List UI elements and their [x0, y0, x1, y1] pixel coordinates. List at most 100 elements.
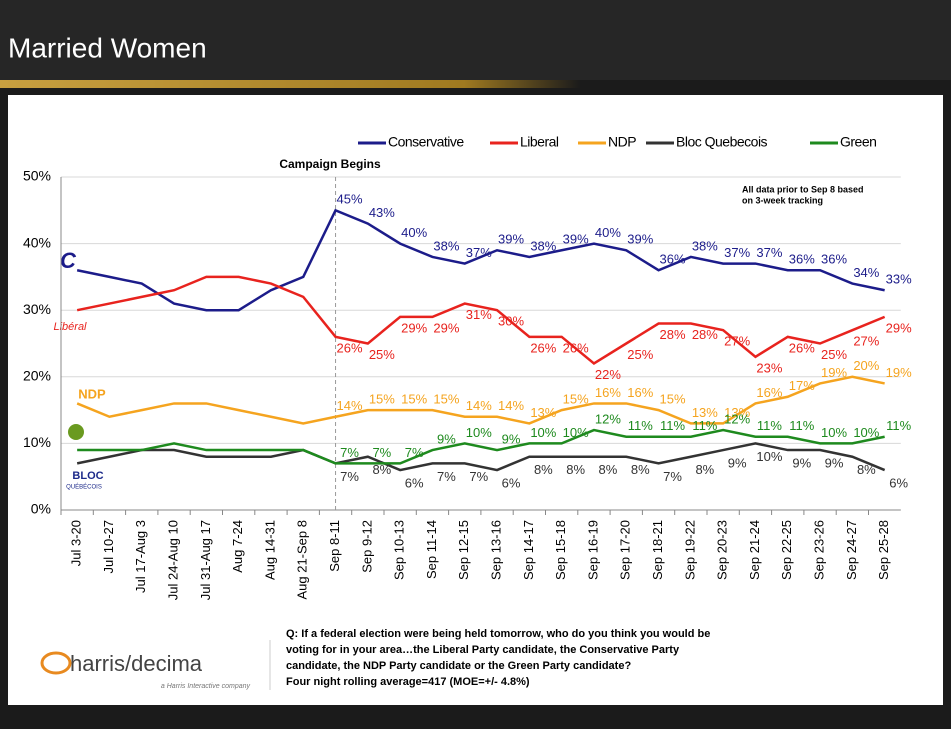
data-label: 8%	[599, 462, 618, 477]
data-label: 38%	[433, 238, 459, 253]
data-label: 11%	[789, 418, 814, 433]
data-label: 13%	[724, 405, 750, 420]
y-tick-label: 0%	[31, 501, 51, 517]
data-label: 11%	[886, 418, 911, 433]
data-label: 26%	[789, 340, 815, 355]
data-label: 39%	[498, 232, 524, 247]
data-label: 9%	[502, 431, 521, 446]
data-label: 30%	[498, 314, 524, 329]
data-label: 29%	[886, 320, 912, 335]
legend-label: Bloc Quebecois	[676, 134, 768, 150]
y-tick-label: 50%	[23, 168, 51, 184]
data-label: 11%	[660, 418, 685, 433]
legend-label: Conservative	[388, 134, 464, 150]
annotation: All data prior to Sep 8 based	[742, 184, 864, 194]
data-label: 26%	[337, 340, 363, 355]
data-label: 15%	[563, 392, 589, 407]
data-label: 28%	[660, 327, 686, 342]
data-label: 6%	[889, 475, 908, 490]
data-label: 14%	[337, 398, 363, 413]
data-label: 22%	[595, 367, 621, 382]
data-label: 16%	[627, 385, 653, 400]
data-label: 9%	[792, 455, 811, 470]
legend-label: Liberal	[520, 134, 559, 150]
data-label: 11%	[628, 418, 653, 433]
party-logo	[68, 424, 84, 440]
data-label: 8%	[631, 462, 650, 477]
data-label: 6%	[405, 475, 424, 490]
x-tick-label: Sep 23-26	[811, 520, 826, 580]
data-label: 13%	[692, 405, 718, 420]
x-tick-label: Sep 19-22	[682, 520, 697, 580]
x-tick-label: Sep 18-21	[650, 520, 665, 580]
data-label: 15%	[401, 392, 427, 407]
data-label: 25%	[627, 347, 653, 362]
data-label: 9%	[437, 431, 456, 446]
data-label: 7%	[469, 469, 488, 484]
logo-mark	[40, 651, 72, 675]
party-logo: C	[60, 248, 77, 273]
data-label: 7%	[405, 445, 424, 460]
data-label: 16%	[756, 385, 782, 400]
x-tick-label: Sep 14-17	[521, 520, 536, 580]
data-label: 8%	[534, 462, 553, 477]
data-label: 37%	[466, 245, 492, 260]
question: Q: If a federal election were being held…	[286, 628, 710, 640]
data-label: 39%	[627, 232, 653, 247]
data-label: 15%	[369, 392, 395, 407]
x-tick-label: Jul 17-Aug 3	[133, 520, 148, 593]
data-label: 10%	[530, 425, 556, 440]
data-label: 37%	[724, 245, 750, 260]
x-tick-label: Sep 9-12	[359, 520, 374, 573]
data-label: 27%	[853, 334, 879, 349]
x-tick-label: Aug 21-Sep 8	[295, 520, 310, 600]
data-label: 26%	[530, 340, 556, 355]
data-label: 43%	[369, 205, 395, 220]
data-label: 17%	[789, 378, 815, 393]
x-tick-label: Sep 20-23	[715, 520, 730, 580]
data-label: 38%	[530, 238, 556, 253]
data-label: 13%	[530, 405, 556, 420]
x-tick-label: Sep 8-11	[327, 520, 342, 572]
data-label: 16%	[595, 385, 621, 400]
data-label: 27%	[724, 334, 750, 349]
data-label: 6%	[502, 475, 521, 490]
data-label: 36%	[821, 252, 847, 267]
data-label: 19%	[821, 365, 847, 380]
data-label: 7%	[372, 445, 391, 460]
slide-title: Married Women	[8, 32, 207, 63]
data-label: 10%	[853, 425, 879, 440]
party-logo: QUÉBÉCOIS	[66, 484, 102, 491]
x-tick-label: Sep 16-19	[585, 520, 600, 580]
data-label: 40%	[595, 225, 621, 240]
data-label: 36%	[660, 252, 686, 267]
data-label: 11%	[692, 418, 717, 433]
party-logo: Libéral	[53, 321, 87, 333]
data-label: 10%	[821, 425, 847, 440]
data-label: 11%	[757, 418, 782, 433]
x-tick-label: Sep 17-20	[618, 520, 633, 580]
legend-label: NDP	[608, 134, 636, 150]
data-label: 12%	[595, 412, 621, 427]
title-rule	[0, 80, 580, 88]
x-tick-label: Jul 24-Aug 10	[165, 520, 180, 600]
data-label: 37%	[756, 245, 782, 260]
annotation: on 3-week tracking	[742, 195, 823, 205]
x-tick-label: Jul 3-20	[69, 520, 84, 566]
series-line	[76, 442, 886, 472]
data-label: 7%	[340, 445, 359, 460]
data-label: 20%	[853, 358, 879, 373]
series-line	[76, 208, 885, 312]
x-tick-label: Aug 14-31	[262, 520, 277, 580]
data-label: 15%	[433, 392, 459, 407]
annotation: Campaign Begins	[279, 157, 381, 171]
data-label: 14%	[466, 398, 492, 413]
data-label: 25%	[821, 347, 847, 362]
data-label: 7%	[437, 469, 456, 484]
data-label: 8%	[695, 462, 714, 477]
y-tick-label: 10%	[23, 434, 51, 450]
data-label: 26%	[563, 340, 589, 355]
question: Four night rolling average=417 (MOE=+/- …	[286, 676, 530, 688]
data-label: 19%	[886, 365, 912, 380]
